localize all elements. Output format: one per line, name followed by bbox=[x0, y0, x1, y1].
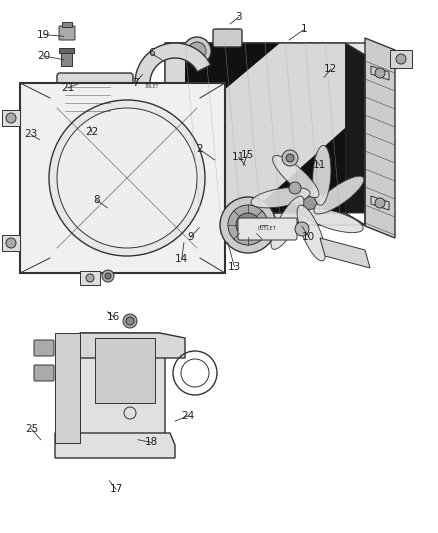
FancyBboxPatch shape bbox=[2, 235, 20, 251]
Circle shape bbox=[188, 42, 206, 60]
Polygon shape bbox=[55, 433, 175, 458]
Ellipse shape bbox=[251, 188, 310, 208]
Text: 13: 13 bbox=[228, 262, 241, 271]
Circle shape bbox=[396, 54, 406, 64]
FancyBboxPatch shape bbox=[390, 50, 412, 68]
Text: 6: 6 bbox=[148, 49, 155, 58]
Circle shape bbox=[243, 220, 253, 230]
Circle shape bbox=[108, 131, 122, 145]
Text: 22: 22 bbox=[85, 127, 99, 137]
Circle shape bbox=[6, 238, 16, 248]
Circle shape bbox=[123, 314, 137, 328]
Circle shape bbox=[286, 154, 294, 162]
Text: 17: 17 bbox=[110, 484, 123, 494]
Ellipse shape bbox=[305, 208, 363, 232]
Circle shape bbox=[220, 197, 276, 253]
Polygon shape bbox=[365, 38, 395, 238]
Text: 3: 3 bbox=[235, 12, 242, 22]
FancyBboxPatch shape bbox=[61, 48, 72, 66]
Circle shape bbox=[303, 196, 317, 210]
Text: 2: 2 bbox=[196, 144, 203, 154]
Ellipse shape bbox=[297, 205, 325, 261]
Text: INLET: INLET bbox=[145, 84, 159, 88]
Text: 8: 8 bbox=[93, 195, 100, 205]
Circle shape bbox=[126, 317, 134, 325]
Ellipse shape bbox=[271, 196, 304, 249]
Circle shape bbox=[289, 182, 301, 194]
Circle shape bbox=[108, 93, 128, 113]
FancyBboxPatch shape bbox=[80, 271, 100, 285]
FancyBboxPatch shape bbox=[59, 48, 74, 53]
FancyBboxPatch shape bbox=[62, 22, 72, 27]
Text: 24: 24 bbox=[182, 411, 195, 421]
Circle shape bbox=[375, 68, 385, 78]
Text: 23: 23 bbox=[24, 130, 37, 139]
Text: OUTLET: OUTLET bbox=[258, 227, 276, 231]
Text: 15: 15 bbox=[241, 150, 254, 159]
Ellipse shape bbox=[272, 156, 319, 198]
Circle shape bbox=[236, 213, 260, 237]
Circle shape bbox=[105, 273, 111, 279]
FancyBboxPatch shape bbox=[59, 26, 75, 40]
Polygon shape bbox=[55, 333, 80, 443]
Polygon shape bbox=[165, 43, 185, 213]
Text: 1: 1 bbox=[301, 25, 308, 34]
Polygon shape bbox=[95, 338, 155, 403]
FancyBboxPatch shape bbox=[2, 110, 20, 126]
Polygon shape bbox=[371, 66, 389, 80]
Polygon shape bbox=[80, 333, 185, 358]
Polygon shape bbox=[165, 213, 365, 225]
Circle shape bbox=[86, 274, 94, 282]
FancyBboxPatch shape bbox=[238, 218, 297, 240]
Circle shape bbox=[57, 108, 197, 248]
Circle shape bbox=[102, 270, 114, 282]
Text: 9: 9 bbox=[187, 232, 194, 242]
Text: 14: 14 bbox=[175, 254, 188, 263]
Text: 16: 16 bbox=[107, 312, 120, 322]
Text: 11: 11 bbox=[232, 152, 245, 162]
FancyBboxPatch shape bbox=[57, 73, 133, 121]
Circle shape bbox=[183, 37, 211, 65]
Text: 25: 25 bbox=[25, 424, 38, 434]
Circle shape bbox=[295, 222, 309, 236]
Ellipse shape bbox=[314, 176, 364, 214]
Text: 18: 18 bbox=[145, 438, 158, 447]
Polygon shape bbox=[165, 43, 345, 213]
Circle shape bbox=[375, 198, 385, 208]
Text: 7: 7 bbox=[132, 78, 139, 87]
Polygon shape bbox=[80, 333, 165, 443]
Ellipse shape bbox=[99, 131, 131, 145]
Text: 21: 21 bbox=[61, 83, 74, 93]
Ellipse shape bbox=[313, 146, 331, 205]
Ellipse shape bbox=[88, 128, 142, 148]
Text: 11: 11 bbox=[313, 160, 326, 170]
Polygon shape bbox=[165, 43, 390, 55]
Circle shape bbox=[102, 87, 134, 119]
Polygon shape bbox=[135, 43, 211, 95]
Text: 12: 12 bbox=[324, 64, 337, 74]
Polygon shape bbox=[320, 238, 370, 268]
Text: 19: 19 bbox=[37, 30, 50, 39]
Polygon shape bbox=[250, 128, 345, 213]
Circle shape bbox=[296, 189, 324, 217]
Circle shape bbox=[49, 100, 205, 256]
Circle shape bbox=[228, 205, 268, 245]
FancyBboxPatch shape bbox=[213, 29, 242, 47]
FancyBboxPatch shape bbox=[34, 365, 54, 381]
Polygon shape bbox=[371, 196, 389, 210]
Text: 20: 20 bbox=[37, 51, 50, 61]
FancyBboxPatch shape bbox=[34, 340, 54, 356]
Circle shape bbox=[282, 150, 298, 166]
Polygon shape bbox=[185, 43, 280, 123]
FancyBboxPatch shape bbox=[20, 83, 225, 273]
Polygon shape bbox=[345, 43, 365, 213]
Circle shape bbox=[6, 113, 16, 123]
Text: 10: 10 bbox=[302, 232, 315, 242]
